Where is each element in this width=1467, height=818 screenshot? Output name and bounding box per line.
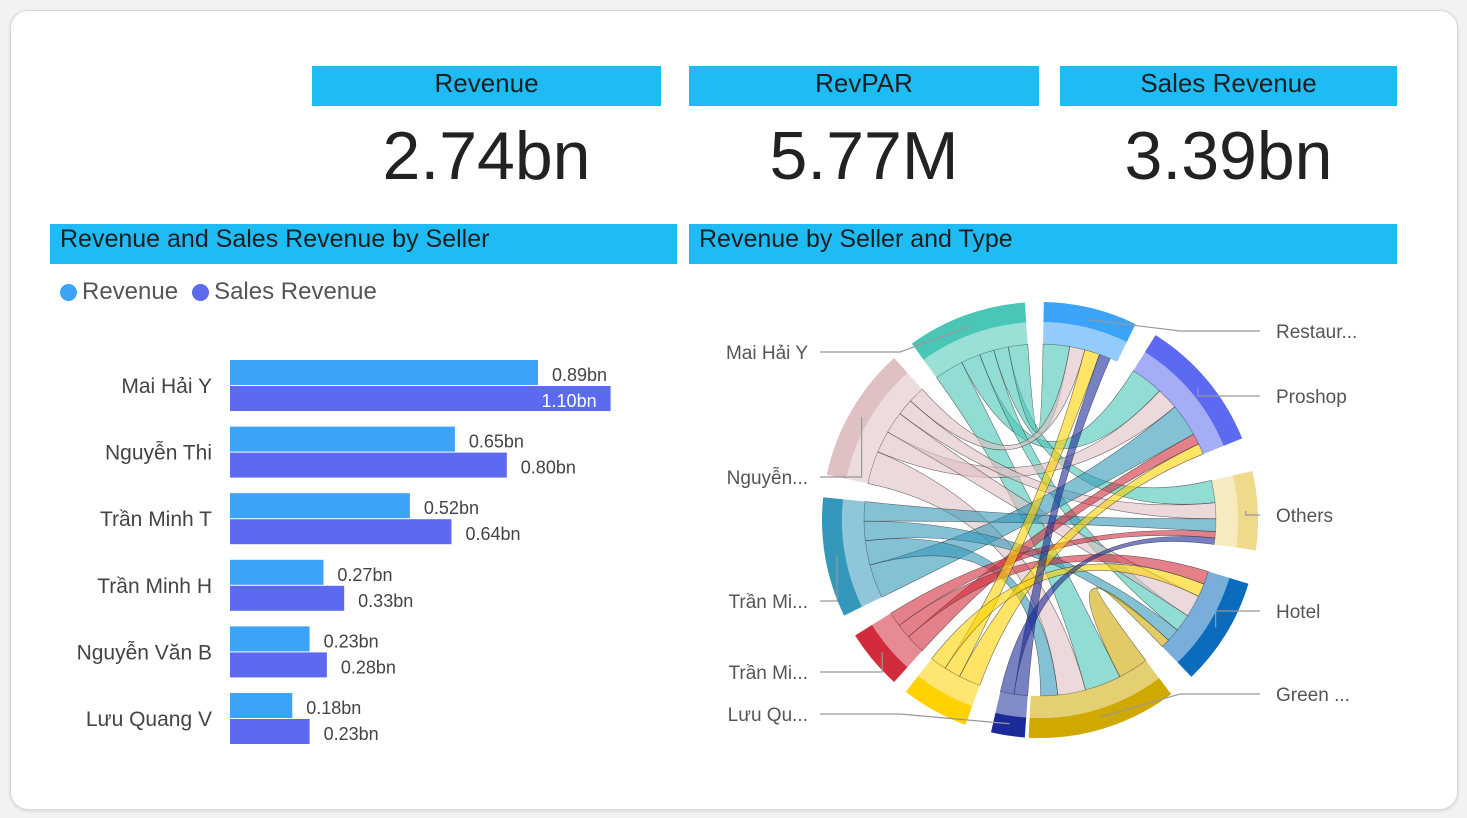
bar-revenue[interactable] (230, 693, 293, 718)
bar-value-label: 0.80bn (521, 458, 576, 478)
legend-item-sales-revenue[interactable]: Sales Revenue (192, 278, 377, 306)
bar-chart-legend[interactable]: Revenue Sales Revenue (60, 278, 391, 306)
bar-revenue[interactable] (230, 493, 410, 519)
category-label: Nguyễn Văn B (77, 641, 212, 664)
bar-revenue[interactable] (230, 426, 455, 452)
legend-label-revenue: Revenue (82, 278, 179, 305)
legend-item-revenue[interactable]: Revenue (60, 278, 178, 306)
chord-leader-line (1215, 610, 1260, 628)
chord-label: Trần Mi... (728, 663, 808, 684)
kpi-revenue-value: 2.74bn (382, 118, 591, 194)
kpi-sales-revenue-value: 3.39bn (1124, 118, 1333, 194)
chord-arc[interactable] (1144, 335, 1243, 446)
chord-arc[interactable] (1043, 302, 1136, 343)
bar-sales-revenue[interactable] (230, 652, 327, 678)
chord-arc-inner (995, 691, 1028, 718)
chord-arc-inner (1211, 475, 1239, 548)
bar-value-label: 0.33bn (358, 591, 413, 611)
chord-leader-line (1245, 511, 1260, 516)
legend-label-sales-revenue: Sales Revenue (214, 278, 377, 305)
bar-sales-revenue[interactable] (230, 452, 507, 478)
chord-arc-inner (923, 322, 1028, 378)
chord-leader-line (820, 652, 883, 673)
legend-dot-sales-revenue (192, 283, 210, 301)
kpi-sales-revenue-title: Sales Revenue (1060, 66, 1397, 106)
chord-arc-inner (1043, 322, 1127, 362)
chord-arc-inner (846, 372, 923, 484)
chord-arc[interactable] (821, 497, 863, 616)
chord-arc-inner (841, 499, 882, 607)
chord-label: Mai Hải Y (726, 343, 808, 364)
chord-leader-line (820, 713, 1010, 725)
chord-label: Proshop (1276, 387, 1347, 408)
bar-value-label: 0.64bn (465, 524, 520, 544)
bar-sales-revenue[interactable] (230, 519, 452, 545)
chord-arc[interactable] (911, 302, 1027, 360)
chord-label: Restaur... (1276, 322, 1357, 343)
bar-value-label: 0.18bn (306, 698, 361, 718)
chord-leader-line (820, 325, 970, 353)
kpi-revpar-title: RevPAR (689, 66, 1039, 106)
bar-chart: Mai Hải Y 0.89bn 1.10bn Nguyễn Thi 0.65bn 0.8… (77, 360, 611, 744)
chord-arc[interactable] (1177, 577, 1249, 677)
legend-dot-revenue (60, 283, 77, 301)
chord-arc[interactable] (1028, 678, 1172, 738)
chord-arc-inner (1162, 571, 1230, 663)
bar-value-label: 1.10bn (542, 391, 597, 411)
chord-arc[interactable] (826, 357, 908, 479)
chord-arc[interactable] (1232, 470, 1258, 551)
bar-value-label: 0.89bn (552, 365, 607, 385)
bar-sales-revenue[interactable] (230, 386, 611, 411)
bar-value-label: 0.23bn (324, 631, 379, 651)
chord-leader-line (1100, 693, 1260, 718)
bar-value-label: 0.65bn (469, 432, 524, 452)
bar-sales-revenue[interactable] (230, 585, 345, 611)
bar-value-label: 0.27bn (337, 565, 392, 585)
chord-chart-title: Revenue by Seller and Type (689, 224, 1397, 264)
chord-leader-line (1088, 319, 1260, 332)
bar-value-label: 0.23bn (324, 724, 379, 744)
bar-chart-title: Revenue and Sales Revenue by Seller (50, 224, 677, 264)
chord-leader-line (820, 417, 863, 478)
chord-label: Nguyễn... (727, 467, 808, 489)
category-label: Trần Minh H (97, 575, 212, 598)
chord-arc-inner (918, 658, 980, 707)
bar-value-label: 0.52bn (424, 498, 479, 518)
chord-label: Others (1276, 506, 1333, 527)
bar-sales-revenue[interactable] (230, 719, 310, 744)
bar-revenue[interactable] (230, 626, 310, 652)
kpi-revpar-value: 5.77M (769, 118, 959, 194)
kpi-revenue-title: Revenue (312, 66, 661, 106)
bar-value-label: 0.28bn (341, 657, 396, 677)
chord-leader-line (820, 555, 838, 602)
bar-revenue[interactable] (230, 559, 324, 585)
chord-arc-inner (1029, 660, 1160, 719)
chord-arc[interactable] (855, 624, 908, 683)
chord-label: Green ... (1276, 685, 1350, 706)
chord-ribbon[interactable] (959, 443, 1204, 686)
chord-label: Lưu Qu... (728, 705, 808, 726)
chord-arc[interactable] (905, 676, 973, 725)
bar-revenue[interactable] (230, 360, 538, 385)
chord-arc-inner (1133, 352, 1224, 455)
chord-label: Trần Mi... (728, 592, 808, 613)
category-label: Mai Hải Y (121, 375, 212, 398)
chord-arc-inner (872, 613, 923, 668)
chord-arc[interactable] (990, 712, 1027, 738)
category-label: Trần Minh T (100, 508, 212, 531)
category-label: Nguyễn Thi (105, 442, 212, 465)
chord-label: Hotel (1276, 602, 1320, 623)
category-label: Lưu Quang V (86, 708, 212, 731)
chord-leader-line (1197, 387, 1260, 397)
